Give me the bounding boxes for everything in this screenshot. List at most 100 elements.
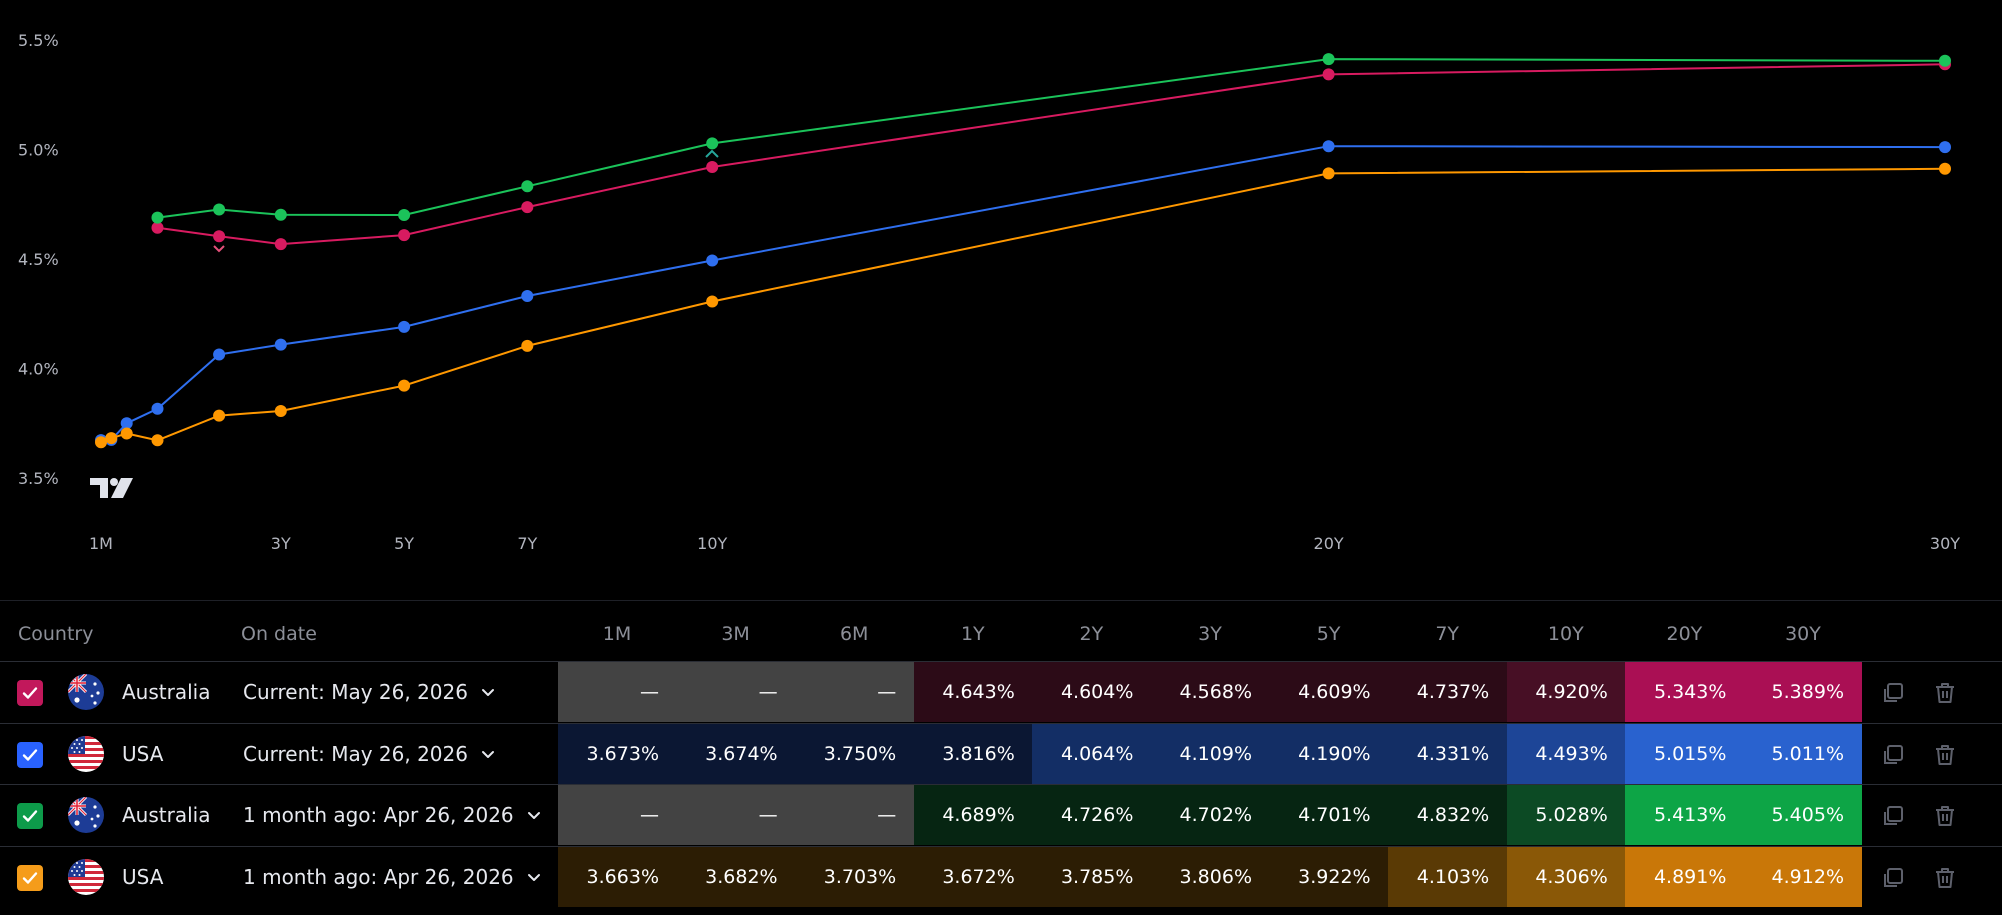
data-point[interactable] [398, 320, 411, 333]
data-point[interactable] [398, 379, 411, 392]
yield-cell: 3.682% [676, 846, 796, 907]
trash-icon[interactable] [1932, 803, 1958, 829]
x-tick-label: 10Y [697, 534, 727, 553]
header-tenor: 1Y [960, 623, 985, 645]
series-line[interactable] [100, 145, 1946, 442]
country-name: Australia [122, 803, 211, 827]
yield-cell: 5.343% [1625, 662, 1745, 722]
data-point[interactable] [1939, 162, 1951, 175]
yield-cell: 5.405% [1744, 785, 1862, 845]
table-row: USA 1 month ago: Apr 26, 2026 3.663% 3.682%… [0, 845, 2002, 907]
yield-cell: 5.015% [1625, 723, 1745, 784]
date-selector[interactable]: Current: May 26, 2026 [243, 680, 496, 704]
copy-icon[interactable] [1880, 742, 1906, 768]
date-selector[interactable]: 1 month ago: Apr 26, 2026 [243, 803, 542, 827]
header-tenor: 7Y [1435, 623, 1460, 645]
data-point[interactable] [120, 427, 133, 440]
data-point[interactable] [398, 229, 411, 242]
trash-icon[interactable] [1932, 742, 1958, 768]
date-selector[interactable]: 1 month ago: Apr 26, 2026 [243, 865, 542, 889]
yield-cell: — [676, 785, 796, 845]
yield-cell: 3.785% [1032, 846, 1152, 907]
series-line[interactable] [157, 63, 1946, 246]
yield-cell: 3.750% [795, 723, 915, 784]
trash-icon[interactable] [1932, 865, 1958, 891]
data-point[interactable] [521, 290, 534, 302]
data-point[interactable] [521, 339, 534, 352]
data-point[interactable] [521, 201, 534, 214]
data-point[interactable] [213, 348, 226, 361]
row-checkbox[interactable] [17, 803, 43, 829]
x-tick-label: 1M [89, 534, 113, 553]
data-point[interactable] [151, 434, 164, 447]
data-point[interactable] [95, 436, 107, 449]
header-tenor: 10Y [1547, 623, 1584, 645]
header-tenor: 2Y [1079, 623, 1104, 645]
yield-cell: 5.028% [1506, 785, 1626, 845]
yield-cell: 5.413% [1625, 785, 1745, 845]
copy-icon[interactable] [1880, 865, 1906, 891]
data-point[interactable] [1322, 68, 1335, 81]
yield-cell: — [558, 785, 677, 845]
yield-cell: 3.674% [676, 723, 796, 784]
data-point[interactable] [274, 338, 287, 351]
data-point[interactable] [706, 295, 719, 308]
data-point[interactable] [521, 180, 534, 193]
data-point[interactable] [213, 203, 226, 216]
header-country: Country [18, 623, 94, 645]
data-point[interactable] [706, 254, 719, 267]
date-label: Current: May 26, 2026 [243, 741, 468, 766]
check-icon [22, 687, 38, 699]
row-checkbox[interactable] [17, 741, 43, 768]
series-line[interactable] [157, 58, 1946, 219]
table-row: USA Current: May 26, 2026 3.673% 3.674% 3.75… [0, 722, 2002, 784]
series-lines [100, 58, 1946, 444]
data-point[interactable] [151, 211, 164, 224]
data-point[interactable] [213, 409, 226, 422]
date-label: 1 month ago: Apr 26, 2026 [243, 803, 514, 827]
y-tick-label: 4.5% [18, 250, 59, 269]
data-point[interactable] [1322, 167, 1335, 180]
data-point[interactable] [1939, 54, 1951, 67]
row-checkbox[interactable] [17, 680, 43, 706]
yield-cell: 4.737% [1388, 662, 1508, 722]
yield-cell: 4.568% [1151, 662, 1270, 722]
yield-cell: 3.663% [558, 846, 677, 907]
copy-icon[interactable] [1880, 680, 1906, 706]
y-tick-label: 5.0% [18, 141, 59, 160]
data-point[interactable] [1322, 140, 1335, 153]
data-point[interactable] [213, 230, 226, 243]
data-point[interactable] [274, 405, 287, 417]
data-point[interactable] [706, 161, 719, 173]
y-tick-label: 4.0% [18, 360, 59, 379]
data-point[interactable] [151, 221, 164, 234]
header-tenor: 3M [721, 623, 750, 645]
table-header: Country On date 1M 3M 6M 1Y 2Y 3Y 5Y 7Y 10Y 20Y 30… [0, 601, 2002, 661]
data-point[interactable] [1939, 141, 1951, 154]
yield-cell: 4.190% [1269, 723, 1389, 784]
copy-icon[interactable] [1880, 803, 1906, 829]
country-name: USA [122, 741, 164, 766]
yield-cell: 4.701% [1269, 785, 1389, 845]
date-selector[interactable]: Current: May 26, 2026 [243, 742, 496, 766]
row-checkbox[interactable] [17, 864, 43, 891]
data-point[interactable] [706, 137, 719, 150]
series-points [95, 53, 1951, 449]
yield-cell: — [795, 785, 915, 845]
data-point[interactable] [120, 417, 133, 430]
trash-icon[interactable] [1932, 680, 1958, 706]
x-axis: 1M 3Y 5Y 7Y 10Y 20Y 30Y [89, 534, 1960, 553]
data-point[interactable] [398, 209, 411, 221]
data-point[interactable] [105, 432, 118, 445]
header-on-date: On date [241, 623, 317, 645]
data-point[interactable] [1322, 53, 1335, 66]
table-row: Australia 1 month ago: Apr 26, 2026— — —4.6… [0, 784, 2002, 845]
check-icon [22, 748, 38, 761]
yield-cell: 4.726% [1032, 785, 1152, 845]
data-point[interactable] [274, 238, 287, 251]
yield-cell: 4.103% [1388, 846, 1508, 907]
x-tick-label: 20Y [1314, 534, 1344, 553]
data-point[interactable] [274, 208, 287, 221]
series-line[interactable] [100, 167, 1946, 444]
data-point[interactable] [151, 402, 164, 415]
